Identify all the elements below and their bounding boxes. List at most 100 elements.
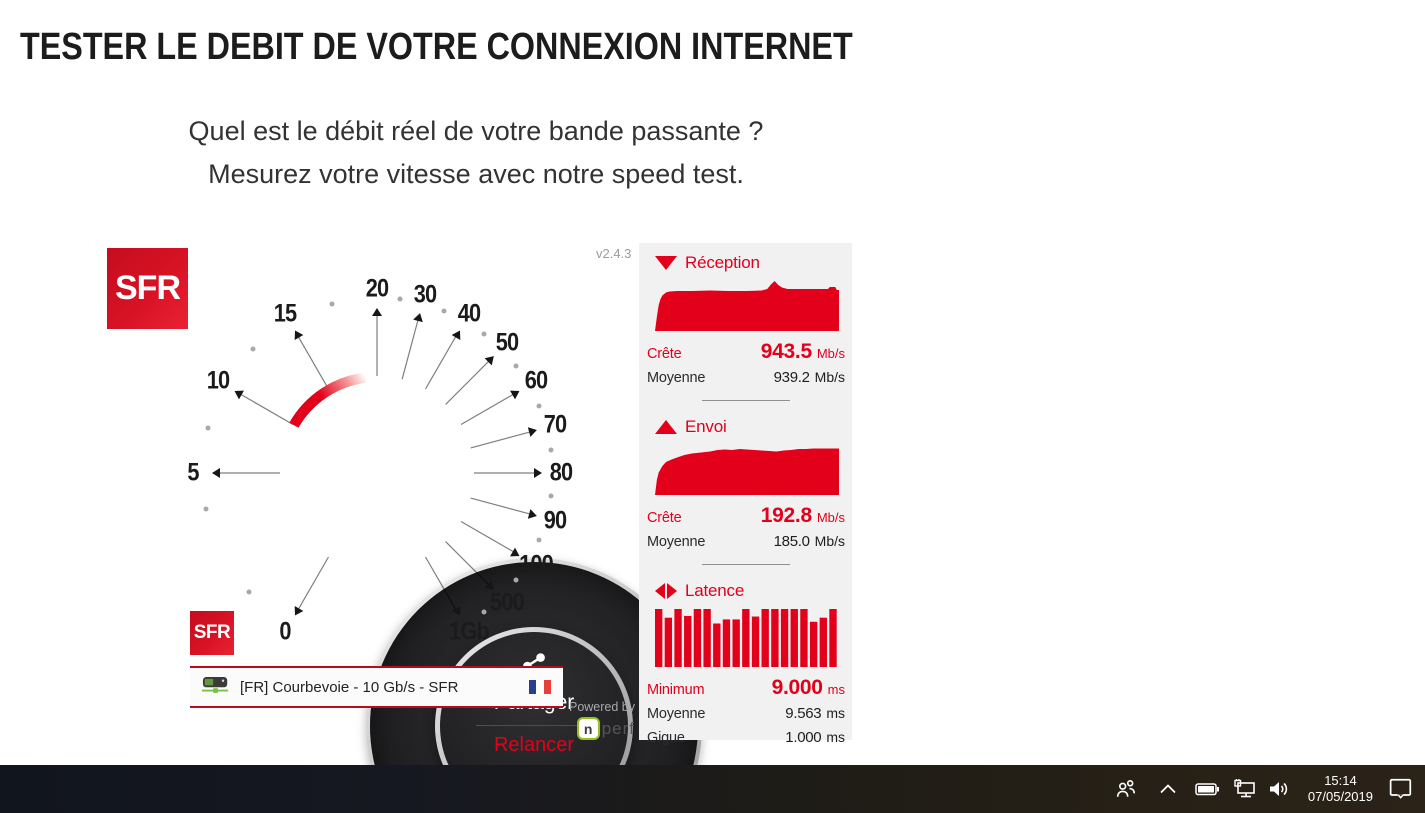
gauge-minor-dot [536, 403, 542, 409]
nperf-logo[interactable]: n perf [508, 717, 635, 740]
stat-value: 9.563 [785, 705, 822, 722]
stat-row-latence-min: Minimum 9.000 ms [639, 676, 852, 700]
section-header-envoi: Envoi [639, 407, 852, 440]
latency-triangles-icon [655, 583, 677, 599]
powered-by-block: Powered by n perf [508, 700, 635, 740]
gauge-scale-label: 70 [543, 410, 566, 439]
sfr-logo-small: SFR [190, 611, 234, 655]
stat-row-latence-avg: Moyenne 9.563 ms [639, 703, 852, 724]
stat-row-envoi-peak: Crête 192.8 Mb/s [639, 504, 852, 528]
stat-unit: Mb/s [816, 510, 845, 525]
reception-graph [655, 281, 839, 331]
stat-value: 192.8 [760, 504, 812, 527]
gauge-scale-label: 100 [519, 550, 555, 579]
gauge-tick [290, 606, 303, 619]
gauge-scale-label: 15 [273, 299, 297, 328]
gauge-tick [527, 425, 538, 438]
server-selector[interactable]: [FR] Courbevoie - 10 Gb/s - SFR [190, 666, 563, 708]
hub-divider [476, 725, 592, 726]
gauge-tick [372, 308, 382, 316]
gauge-scale-label: 500 [490, 588, 525, 617]
battery-icon[interactable] [1195, 780, 1220, 798]
stat-label: Gigue [647, 730, 685, 746]
gauge-minor-dot [513, 577, 519, 583]
stat-unit: Mb/s [814, 533, 845, 549]
restart-label: Relancer [493, 734, 575, 756]
gauge-minor-dot [203, 506, 209, 512]
stat-row-latence-jitter: Gigue 1.000 ms [639, 727, 852, 748]
section-title: Réception [685, 253, 760, 272]
page-title: TESTER LE DEBIT DE VOTRE CONNEXION INTER… [20, 26, 853, 68]
gauge-scale-label: 90 [543, 506, 566, 535]
network-icon[interactable] [1232, 779, 1258, 799]
section-header-latence: Latence [639, 571, 852, 604]
volume-icon[interactable] [1268, 779, 1290, 799]
gauge-minor-dot [548, 447, 553, 453]
clock-time: 15:14 [1324, 773, 1357, 788]
nperf-logo-text: perf [601, 718, 635, 738]
section-title: Envoi [685, 417, 727, 436]
stat-unit: ms [826, 705, 845, 721]
results-panel: Réception Crête 943.5 Mb/s Moyenne 939.2… [639, 243, 852, 746]
stat-row-reception-peak: Crête 943.5 Mb/s [639, 340, 852, 364]
action-center-icon[interactable] [1389, 778, 1413, 800]
gauge-scale-label: 5 [187, 458, 199, 487]
sfr-logo-text: SFR [115, 269, 181, 307]
server-label: [FR] Courbevoie - 10 Gb/s - SFR [240, 678, 459, 696]
stat-label: Moyenne [647, 534, 706, 550]
gauge-tick [534, 468, 542, 478]
gauge-tick [510, 386, 523, 399]
gauge-scale-label: 20 [365, 274, 389, 303]
section-header-reception: Réception [639, 243, 852, 276]
download-triangle-icon [655, 256, 677, 270]
stat-unit: ms [827, 682, 845, 697]
section-title: Latence [685, 581, 745, 600]
gauge-minor-dot [513, 363, 519, 369]
gauge-minor-dot [397, 296, 403, 302]
section-divider [701, 564, 790, 565]
stat-label: Crête [647, 510, 682, 526]
powered-by-label: Powered by [568, 700, 635, 714]
stat-value: 9.000 [771, 676, 823, 699]
stat-value: 1.000 [785, 729, 822, 746]
gauge-tick [231, 386, 244, 399]
stat-value: 939.2 [773, 369, 810, 386]
taskbar: 15:14 07/05/2019 [0, 765, 1425, 813]
gauge-scale-label: 60 [525, 366, 548, 395]
gauge-minor-dot [548, 493, 553, 499]
gauge-scale-label: 0 [279, 617, 291, 646]
gauge-minor-dot [246, 589, 252, 595]
envoi-graph [655, 445, 839, 495]
page-subtitle: Quel est le débit réel de votre bande pa… [0, 110, 952, 196]
people-icon[interactable] [1115, 778, 1137, 800]
stat-value: 943.5 [760, 340, 812, 363]
stat-unit: ms [826, 729, 845, 745]
gauge-minor-dot [250, 346, 256, 352]
widget-version: v2.4.3 [596, 246, 632, 261]
stat-unit: Mb/s [814, 369, 845, 385]
subtitle-line-2: Mesurez votre vitesse avec notre speed t… [208, 159, 744, 189]
gauge-tick [451, 327, 464, 340]
france-flag-icon [529, 680, 551, 694]
stat-label: Minimum [647, 682, 705, 698]
gauge-scale-label: 80 [549, 458, 573, 487]
gauge-tick [412, 312, 425, 323]
chevron-up-icon[interactable] [1159, 783, 1177, 795]
stat-row-reception-avg: Moyenne 939.2 Mb/s [639, 367, 852, 388]
gauge-scale-label: 50 [495, 328, 519, 357]
upload-triangle-icon [655, 420, 677, 434]
gauge-minor-dot [481, 331, 487, 337]
sfr-logo: SFR [107, 248, 188, 329]
taskbar-clock[interactable]: 15:14 07/05/2019 [1308, 773, 1373, 805]
gauge-minor-dot [441, 308, 447, 314]
gauge-scale-label: 40 [457, 299, 481, 328]
stat-label: Moyenne [647, 370, 706, 386]
section-divider [701, 400, 790, 401]
stat-unit: Mb/s [816, 346, 845, 361]
clock-date: 07/05/2019 [1307, 789, 1373, 804]
gauge-tick [527, 508, 538, 521]
stat-value: 185.0 [773, 533, 810, 550]
stat-label: Crête [647, 346, 682, 362]
stat-label: Moyenne [647, 706, 706, 722]
